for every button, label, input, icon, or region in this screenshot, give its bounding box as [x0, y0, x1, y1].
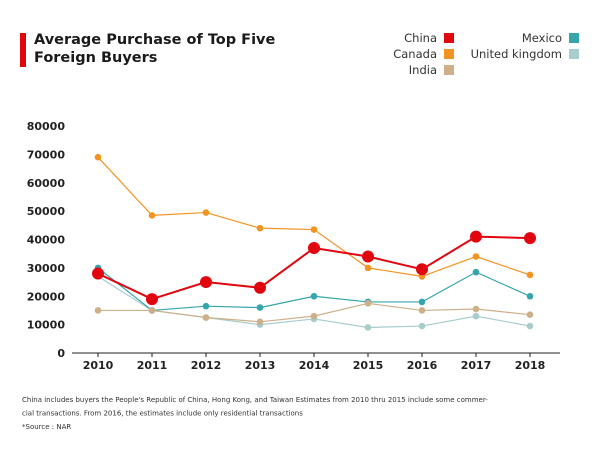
- data-point: [202, 302, 210, 310]
- y-tick-label: 60000: [27, 177, 66, 190]
- data-point: [310, 226, 318, 233]
- data-point: [308, 242, 320, 255]
- legend-label: United kingdom: [471, 47, 562, 61]
- x-tick-label: 2011: [137, 359, 168, 372]
- x-tick-label: 2014: [299, 359, 330, 372]
- data-point: [472, 312, 480, 320]
- data-point: [418, 322, 426, 330]
- x-tick-label: 2015: [353, 359, 384, 372]
- data-point: [94, 153, 102, 161]
- y-tick-label: 50000: [27, 205, 66, 218]
- data-point: [94, 307, 102, 314]
- footnote: China includes buyers the People's Repub…: [22, 396, 488, 404]
- data-point: [526, 292, 534, 300]
- data-point: [472, 305, 480, 313]
- chart-title: Average Purchase of Top Five: [34, 32, 276, 48]
- data-point: [92, 267, 104, 280]
- data-point: [472, 268, 480, 276]
- y-tick-label: 10000: [27, 319, 66, 332]
- x-tick-label: 2018: [515, 359, 546, 372]
- data-point: [200, 276, 212, 289]
- series-line: [97, 267, 531, 312]
- data-point: [418, 307, 426, 314]
- data-point: [310, 292, 318, 300]
- data-point: [364, 264, 372, 272]
- data-point: [364, 324, 372, 331]
- data-point: [364, 300, 372, 307]
- x-tick-label: 2016: [407, 359, 438, 372]
- y-tick-label: 80000: [27, 120, 66, 133]
- legend-swatch: [444, 33, 454, 43]
- data-point: [470, 230, 482, 243]
- data-point: [256, 304, 264, 311]
- data-point: [362, 250, 374, 263]
- data-point: [416, 263, 428, 276]
- legend-label: India: [409, 63, 437, 77]
- footnote: cial transactions. From 2016, the estima…: [22, 410, 303, 418]
- data-point: [146, 293, 158, 306]
- title-accent: [20, 33, 26, 67]
- data-point: [256, 224, 264, 232]
- x-tick-label: 2017: [461, 359, 492, 372]
- data-point: [526, 322, 534, 330]
- data-point: [202, 314, 210, 321]
- legend-swatch: [444, 49, 454, 59]
- legend-swatch: [444, 65, 454, 75]
- x-tick-label: 2010: [83, 359, 114, 372]
- y-tick-label: 0: [57, 347, 65, 360]
- y-tick-label: 30000: [27, 262, 66, 275]
- legend-label: China: [404, 31, 437, 45]
- x-tick-label: 2013: [245, 359, 276, 372]
- legend-swatch: [569, 49, 579, 59]
- data-point: [148, 212, 156, 219]
- data-point: [418, 298, 426, 306]
- chart-title: Foreign Buyers: [34, 50, 157, 66]
- data-point: [310, 312, 318, 320]
- data-point: [148, 307, 156, 314]
- data-point: [472, 253, 480, 260]
- y-tick-label: 20000: [27, 290, 66, 303]
- series-line: [97, 156, 531, 278]
- data-point: [254, 281, 266, 294]
- legend-swatch: [569, 33, 579, 43]
- y-tick-label: 40000: [27, 234, 66, 247]
- footnote: *Source : NAR: [22, 423, 71, 431]
- data-point: [256, 318, 264, 326]
- x-tick-label: 2012: [191, 359, 222, 372]
- legend-label: Canada: [393, 47, 437, 61]
- y-tick-label: 70000: [27, 148, 66, 161]
- data-point: [526, 271, 534, 279]
- data-point: [524, 232, 536, 245]
- data-point: [202, 209, 210, 216]
- data-point: [526, 311, 534, 318]
- legend-label: Mexico: [522, 31, 562, 45]
